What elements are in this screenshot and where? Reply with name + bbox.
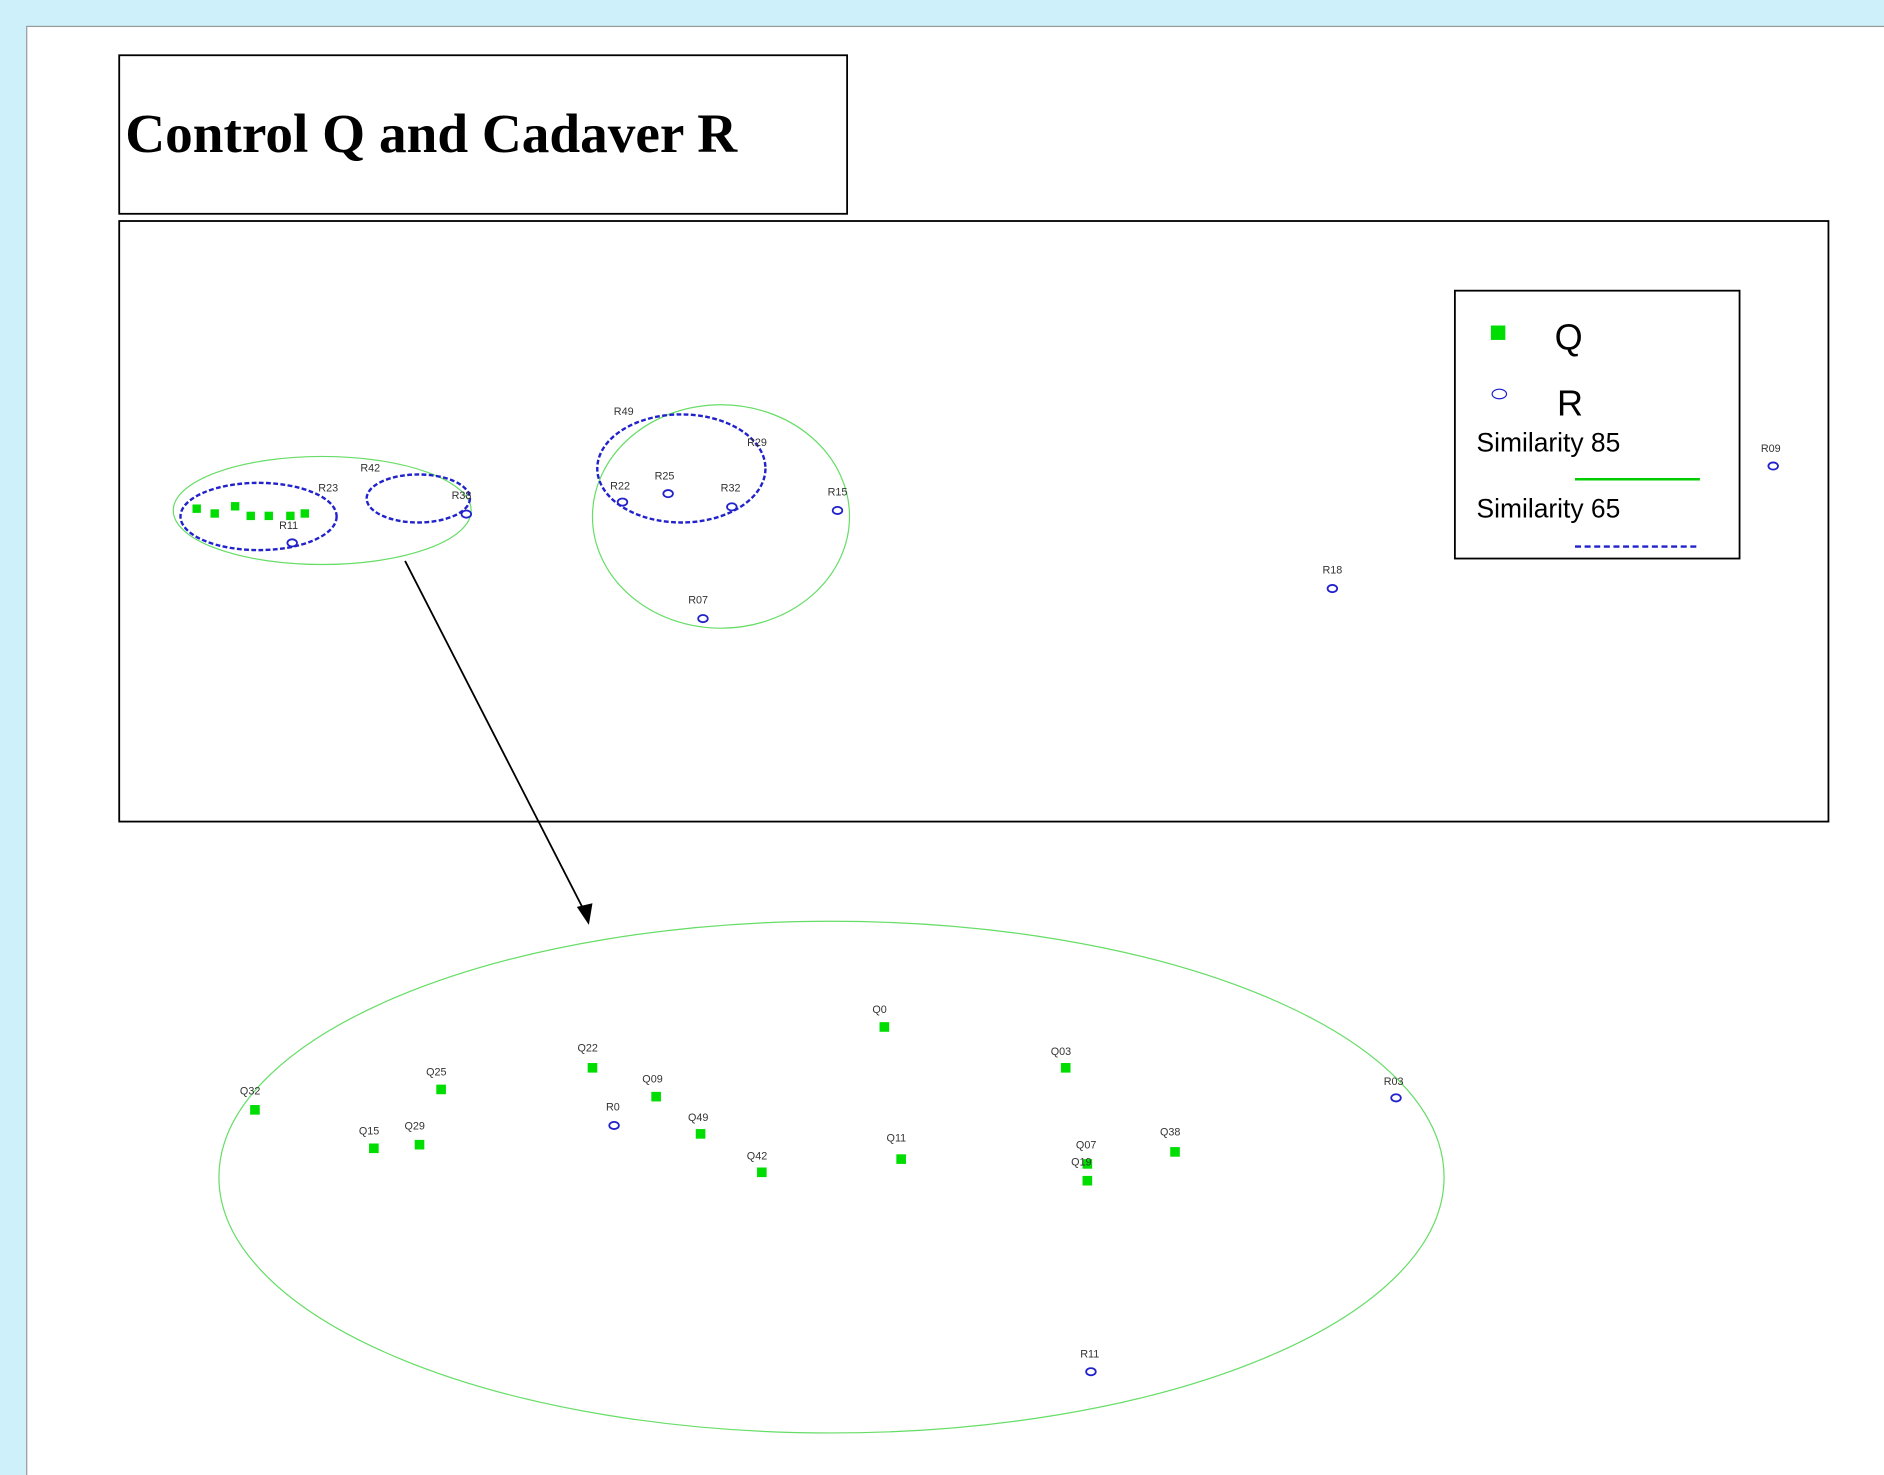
r-marker <box>460 509 473 519</box>
point-label: R32 <box>721 483 741 495</box>
q-marker <box>264 511 273 521</box>
legend-label: Similarity 65 <box>1477 493 1621 523</box>
q-marker <box>587 1063 598 1073</box>
zoom-cluster-85 <box>218 920 1445 1434</box>
legend-label: Similarity 85 <box>1477 427 1621 457</box>
cluster-85 <box>591 404 851 629</box>
q-marker <box>651 1091 661 1102</box>
r-marker <box>286 538 298 548</box>
q-marker <box>250 1105 260 1115</box>
point-label: R18 <box>1322 564 1342 576</box>
point-label: R11 <box>1080 1349 1099 1361</box>
point-label: Q11 <box>887 1133 907 1145</box>
point-label: Q15 <box>359 1125 379 1137</box>
q-marker <box>210 509 219 518</box>
point-label: R11 <box>279 520 298 532</box>
title-box <box>118 54 849 215</box>
legend-label: Q <box>1555 316 1583 357</box>
overview-clusters <box>172 404 851 629</box>
point-label: Q42 <box>747 1151 767 1163</box>
point-label: Q22 <box>577 1042 597 1054</box>
r-marker <box>831 505 844 515</box>
r-marker <box>608 1120 620 1130</box>
q-marker <box>879 1022 890 1032</box>
point-label: R25 <box>655 471 675 483</box>
slide-panel <box>26 25 1884 1475</box>
q-marker <box>414 1139 425 1150</box>
point-label: R29 <box>747 437 767 449</box>
point-label: R15 <box>828 486 848 498</box>
arrow-head <box>576 903 593 925</box>
point-label: Q03 <box>1051 1046 1071 1058</box>
q-marker <box>300 509 309 518</box>
point-label: R23 <box>318 483 338 495</box>
legend-q-marker <box>1490 325 1506 340</box>
point-label: R03 <box>1384 1076 1404 1088</box>
q-marker <box>246 511 255 521</box>
q-marker <box>1060 1063 1071 1073</box>
point-label: Q19 <box>1071 1157 1091 1169</box>
point-label: R07 <box>688 594 708 606</box>
point-label: Q49 <box>688 1112 708 1124</box>
title: Control Q and Cadaver R <box>125 103 738 164</box>
q-marker <box>192 504 201 513</box>
cluster-65 <box>596 413 767 524</box>
q-marker <box>436 1084 446 1095</box>
q-marker <box>896 1154 906 1164</box>
point-label: R49 <box>614 406 634 418</box>
point-label: Q32 <box>240 1086 260 1098</box>
q-marker <box>230 502 240 511</box>
overview-dense-q <box>192 502 309 521</box>
point-label: R0 <box>606 1101 620 1113</box>
r-marker <box>1085 1367 1097 1377</box>
point-label: Q25 <box>426 1066 446 1078</box>
point-label: Q09 <box>642 1074 662 1086</box>
r-marker <box>662 489 674 499</box>
r-marker <box>1390 1093 1402 1103</box>
r-marker <box>697 614 709 624</box>
overview-frame <box>118 220 1830 823</box>
legend-label: R <box>1557 383 1583 424</box>
point-label: R09 <box>1761 443 1781 455</box>
zoom-arrow <box>404 560 587 914</box>
r-marker <box>1326 584 1339 594</box>
r-marker <box>726 502 738 512</box>
point-label: R42 <box>360 462 380 474</box>
cluster-85 <box>172 455 472 566</box>
r-marker <box>616 497 629 507</box>
legend-r-marker <box>1491 388 1508 400</box>
q-marker <box>757 1167 767 1178</box>
point-label: R38 <box>452 490 472 502</box>
q-marker <box>1082 1159 1093 1169</box>
cluster-65 <box>179 481 338 552</box>
r-marker <box>1767 461 1779 471</box>
q-marker <box>1082 1175 1093 1186</box>
point-label: R22 <box>610 480 630 492</box>
q-marker <box>286 511 295 521</box>
cluster-65 <box>365 473 472 524</box>
point-label: Q29 <box>404 1121 424 1133</box>
point-label: Q07 <box>1076 1140 1096 1152</box>
point-label: Q38 <box>1160 1127 1180 1139</box>
q-marker <box>695 1129 706 1139</box>
point-label: Q0 <box>872 1004 886 1016</box>
q-marker <box>369 1143 379 1154</box>
q-marker <box>1170 1147 1180 1157</box>
